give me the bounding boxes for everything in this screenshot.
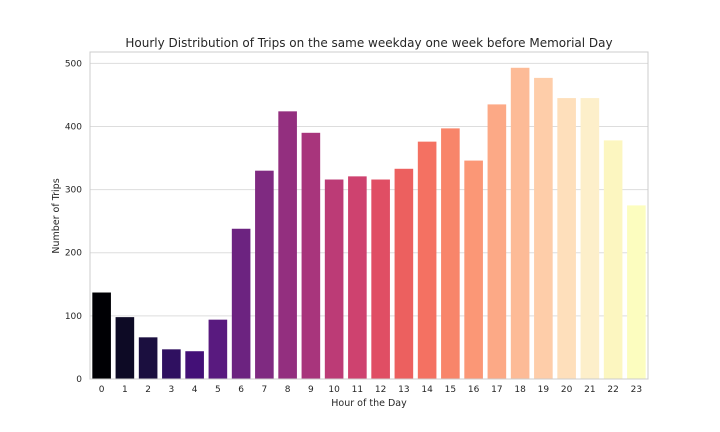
- x-tick-label-6: 6: [238, 385, 244, 395]
- bar-hour-6: [231, 228, 251, 379]
- x-tick-label-10: 10: [328, 385, 340, 395]
- bar-hour-5: [208, 319, 228, 379]
- y-tick-labels: 0 100 200 300 400 500: [65, 59, 82, 385]
- bar-hour-22: [603, 140, 623, 379]
- bar-hour-7: [255, 170, 274, 379]
- x-tick-label-21: 21: [584, 385, 595, 395]
- y-tick-label-300: 300: [65, 186, 82, 196]
- x-tick-label-16: 16: [468, 385, 480, 395]
- bar-hour-15: [441, 128, 460, 379]
- bar-hour-8: [278, 111, 297, 379]
- x-tick-label-19: 19: [538, 385, 550, 395]
- bar-hour-17: [487, 104, 507, 379]
- y-tick-label-200: 200: [65, 249, 82, 259]
- x-tick-label-18: 18: [514, 385, 526, 395]
- x-tick-label-5: 5: [215, 385, 221, 395]
- y-tick-label-0: 0: [76, 375, 82, 385]
- bar-hour-16: [464, 160, 483, 379]
- x-tick-label-7: 7: [262, 385, 268, 395]
- bar-hour-10: [324, 179, 344, 379]
- bar-hour-21: [580, 98, 600, 379]
- bar-hour-3: [162, 349, 181, 379]
- bar-hour-0: [92, 292, 111, 379]
- x-tick-label-15: 15: [445, 385, 456, 395]
- bar-hour-18: [510, 67, 530, 379]
- bar-hour-11: [348, 176, 367, 379]
- x-tick-labels: 0 1 2 3 4 5 6 7 8 9 10 11 12 13 14 15 16 17 18 19 20 21 22 23: [99, 385, 642, 395]
- bar-hour-13: [394, 168, 414, 379]
- x-tick-label-0: 0: [99, 385, 105, 395]
- x-tick-label-13: 13: [398, 385, 409, 395]
- x-tick-label-17: 17: [491, 385, 502, 395]
- x-tick-label-8: 8: [285, 385, 291, 395]
- bar-hour-2: [138, 337, 158, 379]
- bar-hour-1: [115, 317, 135, 379]
- x-tick-label-14: 14: [421, 385, 433, 395]
- x-tick-label-3: 3: [169, 385, 175, 395]
- x-tick-label-1: 1: [122, 385, 128, 395]
- x-tick-label-22: 22: [607, 385, 618, 395]
- bar-hour-23: [627, 205, 646, 379]
- x-tick-label-9: 9: [308, 385, 314, 395]
- bar-hour-20: [557, 98, 576, 379]
- y-axis-label: Number of Trips: [51, 178, 62, 253]
- chart-title: Hourly Distribution of Trips on the same…: [125, 36, 612, 50]
- x-tick-label-2: 2: [145, 385, 151, 395]
- x-tick-label-20: 20: [561, 385, 573, 395]
- bar-hour-9: [301, 132, 321, 379]
- x-tick-label-11: 11: [352, 385, 363, 395]
- bars: [92, 67, 646, 380]
- x-axis-label: Hour of the Day: [331, 398, 407, 409]
- bar-hour-4: [185, 351, 204, 379]
- x-tick-label-4: 4: [192, 385, 198, 395]
- x-tick-label-12: 12: [375, 385, 386, 395]
- bar-hour-12: [371, 179, 390, 379]
- bar-hour-19: [534, 77, 553, 380]
- y-tick-label-100: 100: [65, 312, 82, 322]
- y-tick-label-500: 500: [65, 59, 82, 69]
- y-tick-label-400: 400: [65, 122, 82, 132]
- plot-frame: [89, 51, 649, 380]
- bar-hour-14: [417, 141, 437, 379]
- x-tick-label-23: 23: [631, 385, 642, 395]
